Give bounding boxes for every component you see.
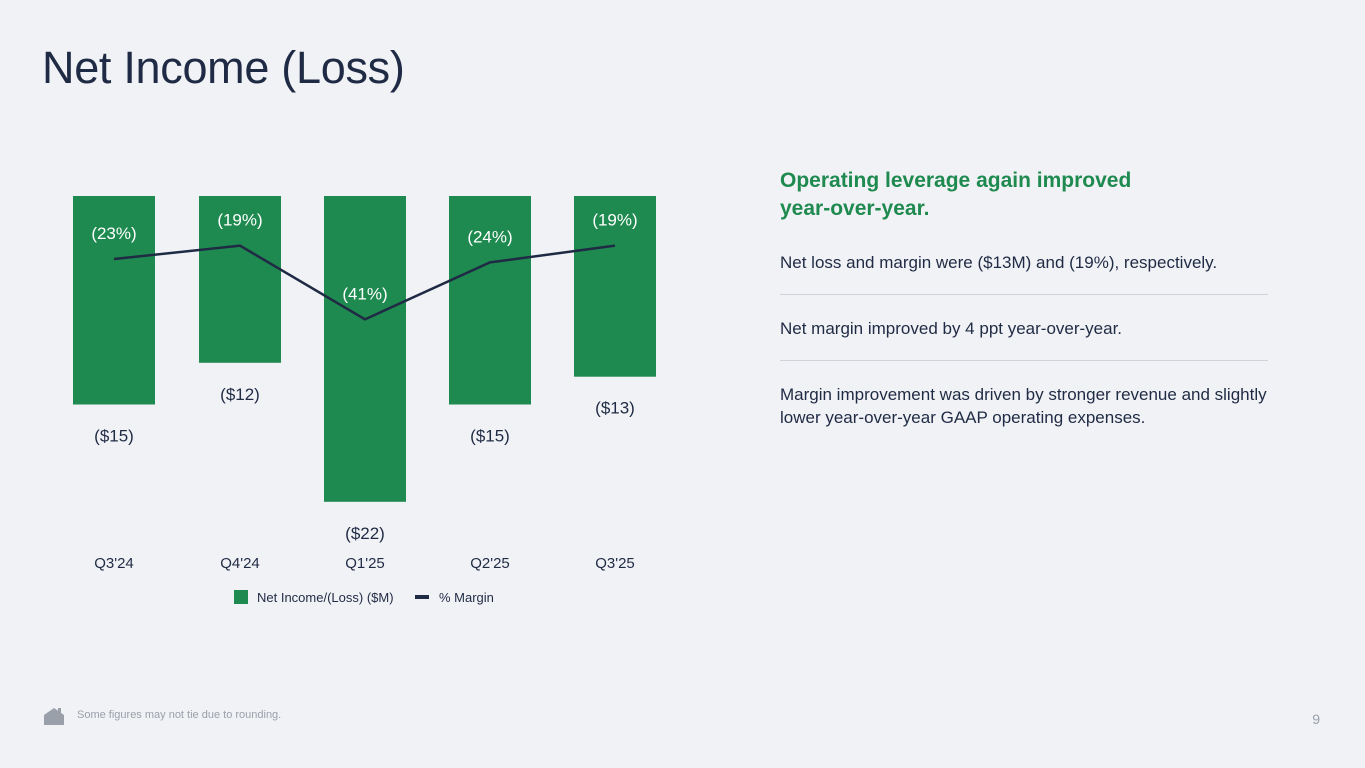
commentary-point: Margin improvement was driven by stronge… bbox=[780, 385, 1267, 427]
commentary-point: Net margin improved by 4 ppt year-over-y… bbox=[780, 319, 1123, 338]
bar-value-label: ($13) bbox=[595, 399, 635, 418]
house-icon bbox=[44, 708, 64, 725]
page-title: Net Income (Loss) bbox=[42, 42, 405, 93]
legend-line-swatch bbox=[415, 595, 429, 599]
divider bbox=[780, 360, 1268, 361]
legend-bar-label: Net Income/(Loss) ($M) bbox=[257, 590, 394, 605]
category-label: Q3'25 bbox=[595, 555, 635, 572]
margin-value-label: (23%) bbox=[91, 224, 136, 243]
bar-value-label: ($12) bbox=[220, 385, 260, 404]
bar-value-label: ($15) bbox=[94, 427, 134, 446]
category-label: Q2'25 bbox=[470, 555, 510, 572]
margin-line bbox=[113, 244, 616, 321]
category-label: Q4'24 bbox=[220, 555, 260, 572]
divider bbox=[780, 294, 1268, 295]
legend-line-label: % Margin bbox=[439, 590, 494, 605]
category-label: Q3'24 bbox=[94, 555, 134, 572]
bar-Q3'24 bbox=[73, 196, 155, 405]
commentary-point: Net loss and margin were ($13M) and (19%… bbox=[780, 253, 1218, 272]
margin-value-label: (19%) bbox=[217, 211, 262, 230]
commentary-headline: Operating leverage again improved year-o… bbox=[780, 169, 1132, 220]
category-label: Q1'25 bbox=[345, 555, 385, 572]
net-income-chart: ($15) Q3'24 ($12) Q4'24 ($22) Q1'25 ($15) Q2'25… bbox=[73, 196, 656, 605]
legend-bar-swatch bbox=[234, 590, 248, 604]
bar-Q1'25 bbox=[324, 196, 406, 502]
margin-value-label: (19%) bbox=[592, 211, 637, 230]
bar-value-label: ($15) bbox=[470, 427, 510, 446]
footnote: Some figures may not tie due to rounding… bbox=[77, 709, 282, 721]
page-number: 9 bbox=[1312, 711, 1320, 727]
bar-Q2'25 bbox=[449, 196, 531, 405]
commentary-panel: Operating leverage again improved year-o… bbox=[780, 167, 1268, 429]
margin-value-label: (41%) bbox=[342, 284, 387, 303]
bar-Q3'25 bbox=[574, 196, 656, 377]
bar-Q4'24 bbox=[199, 196, 281, 363]
bar-value-label: ($22) bbox=[345, 524, 385, 543]
margin-value-label: (24%) bbox=[467, 227, 512, 246]
